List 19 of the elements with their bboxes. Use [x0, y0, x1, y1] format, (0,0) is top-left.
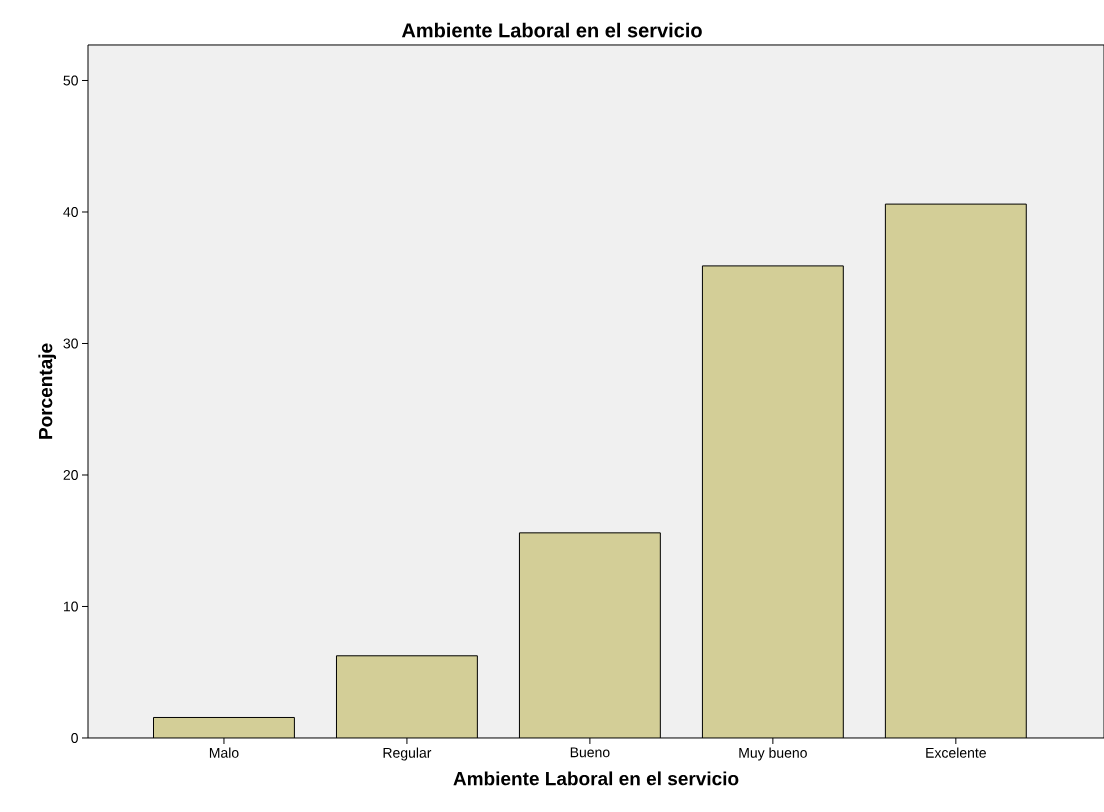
y-tick-label: 0	[71, 733, 78, 743]
bar	[518, 532, 661, 738]
bar	[884, 203, 1027, 738]
y-tick-label: 50	[63, 75, 78, 86]
x-tick-label: Bueno	[570, 747, 610, 758]
bar	[701, 265, 844, 738]
y-tick-label: 30	[63, 338, 78, 349]
bar	[335, 655, 478, 738]
x-tick-label: Regular	[383, 747, 432, 761]
x-tick-label: Malo	[209, 747, 239, 758]
x-axis-title: Ambiente Laboral en el servicio	[453, 771, 739, 786]
x-tick-label: Muy bueno	[739, 747, 807, 761]
bar	[153, 717, 295, 738]
x-tick-label: Excelente	[926, 747, 986, 758]
chart-title: Ambiente Laboral en el servicio	[401, 22, 702, 38]
y-tick-label: 10	[63, 601, 78, 612]
y-axis-title: Porcentaje	[38, 343, 57, 439]
y-tick-label: 20	[63, 470, 78, 480]
y-tick-label: 40	[63, 207, 78, 217]
